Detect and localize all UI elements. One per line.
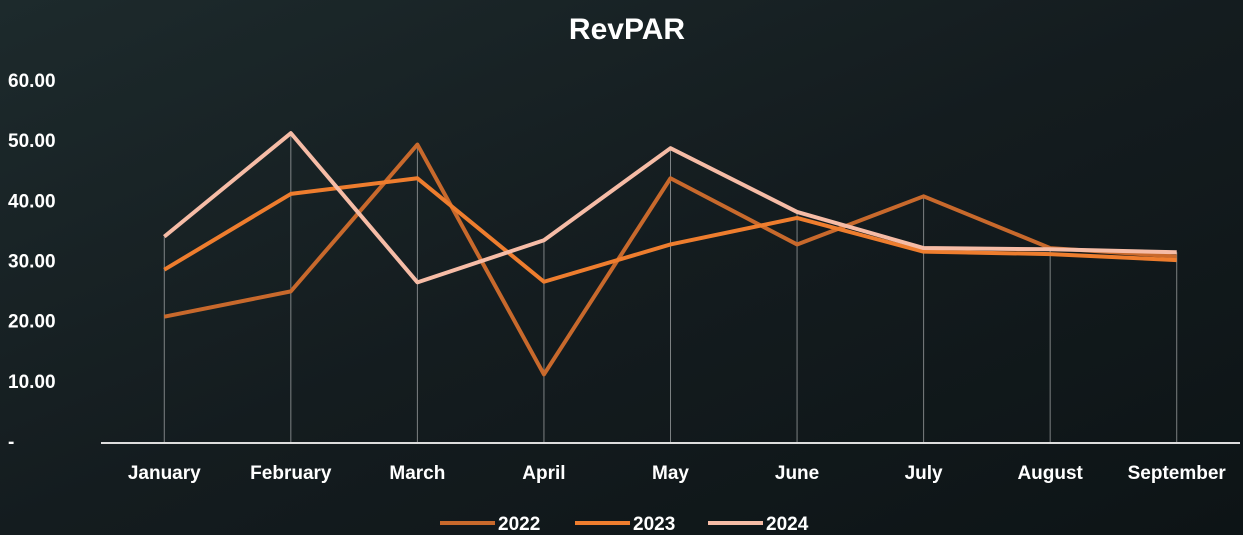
x-tick-label: May xyxy=(652,463,689,484)
chart-title: RevPAR xyxy=(569,13,685,46)
x-tick-label: August xyxy=(1017,463,1083,484)
y-tick-label: 40.00 xyxy=(8,191,56,212)
chart: RevPAR - 10.00 20.00 30.00 40.00 50.00 60.00 Ja… xyxy=(0,0,1243,535)
x-tick-label: January xyxy=(128,463,201,484)
y-tick-label: - xyxy=(8,432,14,453)
x-tick-label: June xyxy=(775,463,819,484)
y-tick-label: 60.00 xyxy=(8,71,56,92)
x-tick-label: March xyxy=(389,463,445,484)
legend-label: 2022 xyxy=(498,514,540,535)
page: RevPAR - 10.00 20.00 30.00 40.00 50.00 60.00 Ja… xyxy=(0,0,1243,535)
y-tick-label: 20.00 xyxy=(8,312,56,333)
background xyxy=(0,0,1243,535)
y-tick-label: 50.00 xyxy=(8,131,56,152)
x-tick-label: September xyxy=(1128,463,1227,484)
x-tick-label: February xyxy=(250,463,332,484)
legend-label: 2024 xyxy=(766,514,809,535)
legend-label: 2023 xyxy=(633,514,675,535)
x-tick-label: April xyxy=(522,463,565,484)
y-tick-label: 30.00 xyxy=(8,252,56,273)
y-tick-label: 10.00 xyxy=(8,372,56,393)
x-tick-label: July xyxy=(905,463,943,484)
